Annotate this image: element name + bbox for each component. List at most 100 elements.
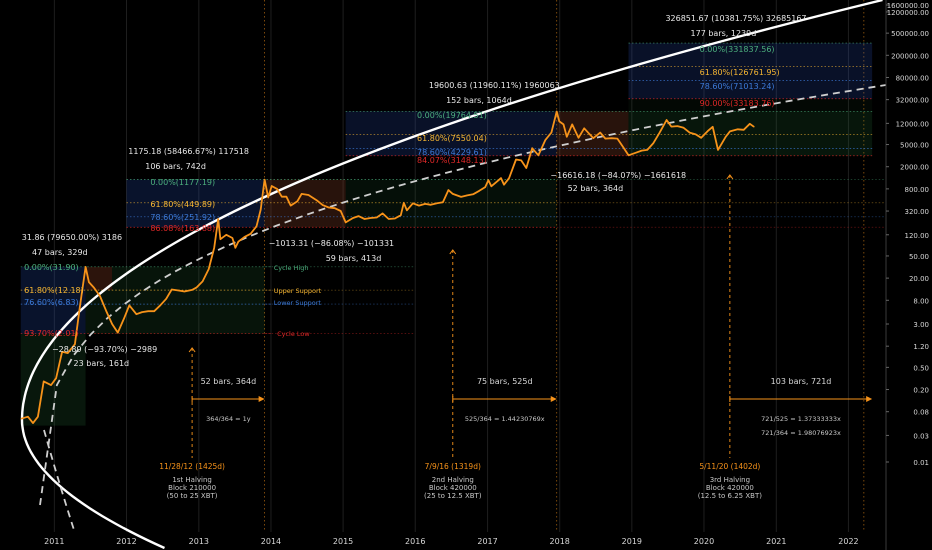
price-point: [171, 288, 173, 291]
price-point: [571, 123, 573, 125]
price-point: [670, 126, 673, 128]
price-point: [490, 185, 492, 187]
price-point: [85, 266, 87, 268]
fib-label: 61.80%(449.89): [150, 200, 215, 209]
cycle-span-bars: 103 bars, 721d: [771, 377, 832, 386]
price-point: [418, 205, 420, 207]
price-point: [627, 154, 630, 156]
price-point: [537, 154, 540, 156]
y-tick-label: 3.00: [913, 321, 929, 329]
x-tick-label: 2016: [405, 537, 425, 546]
x-tick-label: 2015: [333, 537, 353, 546]
price-point: [562, 123, 565, 125]
support-curve: [39, 84, 887, 506]
x-tick-label: 2019: [622, 537, 642, 546]
price-point: [74, 343, 76, 345]
price-point: [460, 196, 462, 198]
price-point: [165, 298, 167, 300]
price-point: [406, 209, 408, 211]
cycle-span-bars: 52 bars, 364d: [201, 377, 257, 386]
y-tick-label: 200000.00: [891, 52, 929, 60]
cycle-annotation-c2-top-bars: 106 bars, 742d: [145, 162, 206, 171]
cycle-annotation-c1-top-pct: 31.86 (79650.00%) 3186: [22, 233, 122, 242]
price-point: [388, 218, 390, 220]
halving-title: 11/28/12 (1425d): [159, 462, 225, 471]
price-point: [646, 149, 648, 151]
halving-arrow-icon: [449, 249, 457, 255]
price-point: [749, 123, 751, 125]
price-point: [243, 236, 246, 238]
y-tick-label: 1.20: [913, 343, 929, 351]
cycle-span-ratio: 721/364 = 1.98076923x: [761, 429, 841, 437]
halving-line2: Block 210000: [168, 484, 216, 492]
halving-line1: 1st Halving: [172, 476, 212, 484]
x-tick-label: 2014: [261, 537, 281, 546]
price-point: [737, 128, 739, 130]
cycle-span-ratio: 525/364 = 1.44230769x: [465, 415, 545, 423]
price-point: [592, 137, 594, 139]
cycle-annotation-c2-bottom-pct: −1013.31 (−86.08%) −101331: [269, 239, 395, 248]
cycle-annotation-c3-bottom-pct: −16616.18 (−84.07%) −1661618: [550, 171, 686, 180]
price-point: [159, 304, 161, 306]
price-point: [376, 216, 378, 219]
price-point: [666, 119, 668, 121]
price-layer: [20, 110, 755, 424]
support-curve-tail: [43, 429, 75, 531]
price-point: [135, 313, 137, 315]
price-point: [478, 190, 480, 192]
y-tick-label: 12000.00: [896, 120, 929, 128]
y-tick-label: 500000.00: [891, 30, 929, 38]
price-point: [496, 180, 498, 182]
price-line: [21, 110, 755, 424]
price-point: [123, 317, 125, 319]
price-point: [61, 351, 63, 353]
fib-boxes-layer: [20, 43, 873, 426]
cycle-span-ratio: 364/364 = 1y: [206, 415, 251, 423]
price-point: [231, 237, 233, 239]
price-point: [237, 241, 239, 243]
price-point: [217, 218, 219, 220]
fib-label: 0.00%(19764.51): [417, 111, 487, 120]
level-label: Cycle High: [274, 264, 309, 272]
price-point: [599, 132, 601, 134]
y-tick-label: 0.08: [913, 409, 929, 417]
fib-label: 78.60%(71013.24): [700, 82, 775, 91]
price-point: [357, 215, 360, 217]
price-point: [55, 377, 57, 379]
cycle2-red-box: [264, 179, 346, 228]
y-tick-label: 2000.00: [900, 164, 929, 172]
price-point: [503, 184, 505, 186]
fib-label: 93.70%(2.01): [24, 329, 79, 338]
price-point: [225, 234, 227, 236]
price-point: [531, 147, 533, 149]
cycle-span-ratio: 721/525 = 1.37333333x: [761, 415, 841, 423]
price-point: [141, 311, 143, 313]
price-point: [250, 233, 252, 235]
x-tick-label: 2021: [766, 537, 786, 546]
price-point: [79, 306, 81, 308]
price-point: [472, 193, 474, 195]
price-point: [550, 132, 553, 134]
halving-line1: 3rd Halving: [710, 476, 750, 484]
halving-arrow-icon: [188, 347, 196, 353]
price-point: [128, 304, 130, 306]
x-tick-label: 2013: [189, 537, 209, 546]
price-point: [285, 196, 287, 198]
price-point: [334, 207, 336, 209]
axes-layer: 2011 2012 2013 2014 2015 2016 2017 2018 2019 2020…: [44, 0, 929, 550]
price-point: [345, 221, 347, 223]
price-point: [99, 295, 101, 297]
fib-label: 0.00%(331837.56): [700, 45, 775, 54]
price-point: [616, 138, 619, 140]
x-tick-label: 2017: [477, 537, 497, 546]
cycle-annotation-c1-bottom-pct: −28.89 (−93.70%) −2989: [52, 345, 157, 354]
fib-label: 78.60%(251.92): [150, 213, 215, 222]
price-point: [364, 218, 366, 220]
price-point: [558, 120, 560, 122]
price-point: [177, 289, 180, 292]
price-point: [271, 185, 273, 187]
halvings-layer: 52 bars, 364d 364/364 = 1y 75 bars, 525d 52…: [159, 174, 873, 500]
price-point: [500, 177, 502, 179]
y-tick-label: 1600000.00: [887, 2, 929, 10]
y-tick-label: 5000.00: [900, 142, 929, 150]
